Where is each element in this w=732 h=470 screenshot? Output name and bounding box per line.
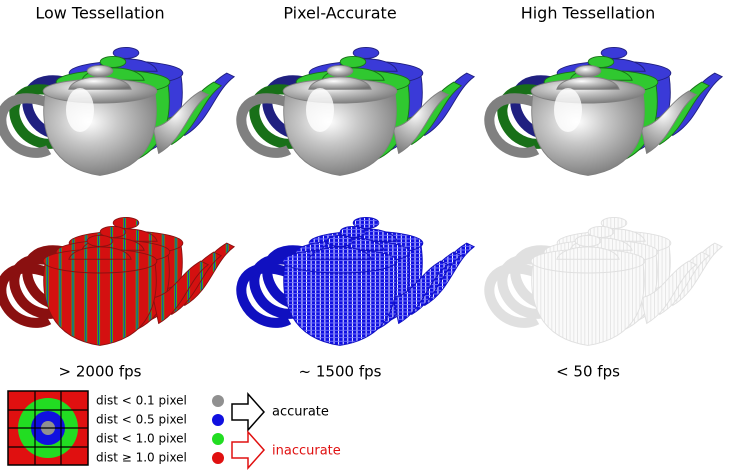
- highlight: [66, 88, 94, 132]
- highlight: [554, 88, 582, 132]
- inaccurate-label: inaccurate: [272, 444, 341, 459]
- inaccurate-arrow: [232, 432, 264, 468]
- columns: Low Tessellation > 2000 fps Pixel-Accurate…: [1, 4, 722, 381]
- column: Pixel-Accurate ~ 1500 fps: [241, 4, 474, 381]
- legend-row: dist < 0.1 pixel: [96, 394, 187, 408]
- highlight: [306, 88, 334, 132]
- legend-row: dist < 1.0 pixel: [96, 432, 187, 446]
- fps-label: > 2000 fps: [59, 363, 142, 381]
- legend-row: dist < 0.5 pixel: [96, 413, 187, 427]
- column-title: High Tessellation: [521, 4, 656, 23]
- accurate-label: accurate: [272, 405, 329, 420]
- legend-rows: dist < 0.1 pixel dist < 0.5 pixel dist < 1…: [96, 394, 187, 465]
- column: High Tessellation < 50 fps: [489, 4, 722, 381]
- column-title: Pixel-Accurate: [283, 4, 396, 23]
- fps-label: ~ 1500 fps: [299, 363, 382, 381]
- column: Low Tessellation > 2000 fps: [1, 4, 234, 381]
- column-title: Low Tessellation: [35, 4, 164, 23]
- fps-label: < 50 fps: [556, 363, 620, 381]
- legend-dots: [212, 395, 224, 464]
- accurate-arrow: [232, 394, 264, 430]
- page: Low Tessellation > 2000 fps Pixel-Accurate…: [0, 0, 732, 470]
- figure: Low Tessellation > 2000 fps Pixel-Accurate…: [0, 0, 732, 470]
- legend-row: dist ≥ 1.0 pixel: [96, 451, 187, 465]
- legend-grid: [8, 391, 88, 465]
